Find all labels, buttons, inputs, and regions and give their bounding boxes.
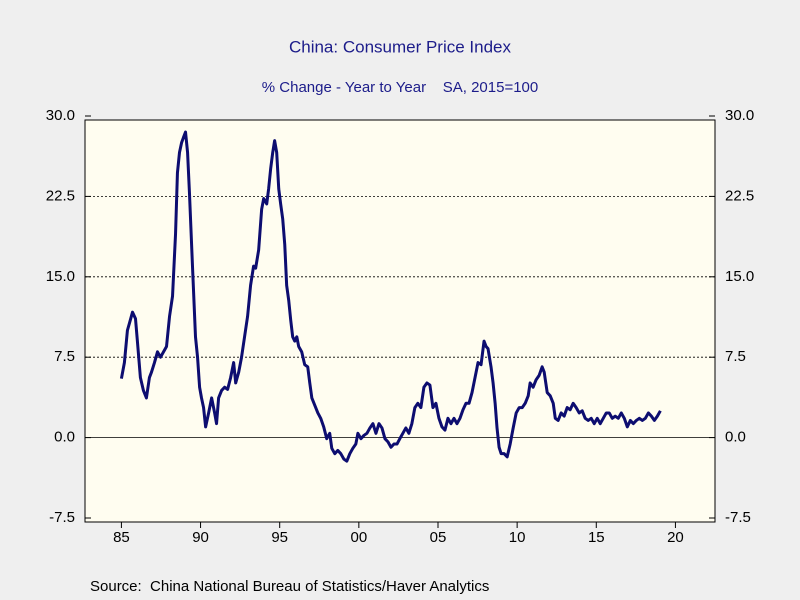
chart-title: China: Consumer Price Index: [289, 37, 512, 56]
x-tick-label: 10: [509, 529, 526, 546]
x-tick-label: 15: [588, 529, 605, 546]
plot-area: [84, 119, 716, 523]
data-line: [119, 130, 662, 463]
x-tick-label: 20: [667, 529, 684, 546]
y2-tick-label: 15.0: [725, 268, 754, 285]
y2-tick-label: 7.5: [725, 348, 746, 365]
x-tick-label: 95: [271, 529, 288, 546]
x-tick-label: 85: [113, 529, 130, 546]
y2-tick-label: 0.0: [725, 429, 746, 446]
y-tick-label: 22.5: [46, 187, 75, 204]
y2-tick-label: 30.0: [725, 107, 754, 124]
y-tick-label: -7.5: [49, 509, 75, 526]
chart-subtitle: % Change - Year to Year SA, 2015=100: [262, 79, 538, 96]
source-note: Source: China National Bureau of Statist…: [90, 578, 489, 595]
y-tick-label: 7.5: [54, 348, 75, 365]
x-tick-label: 00: [351, 529, 368, 546]
y2-tick-label: -7.5: [725, 509, 751, 526]
y-tick-label: 30.0: [46, 107, 75, 124]
x-tick-label: 05: [430, 529, 447, 546]
x-tick-label: 90: [192, 529, 209, 546]
y2-tick-label: 22.5: [725, 187, 754, 204]
y-tick-label: 15.0: [46, 268, 75, 285]
y-tick-label: 0.0: [54, 429, 75, 446]
